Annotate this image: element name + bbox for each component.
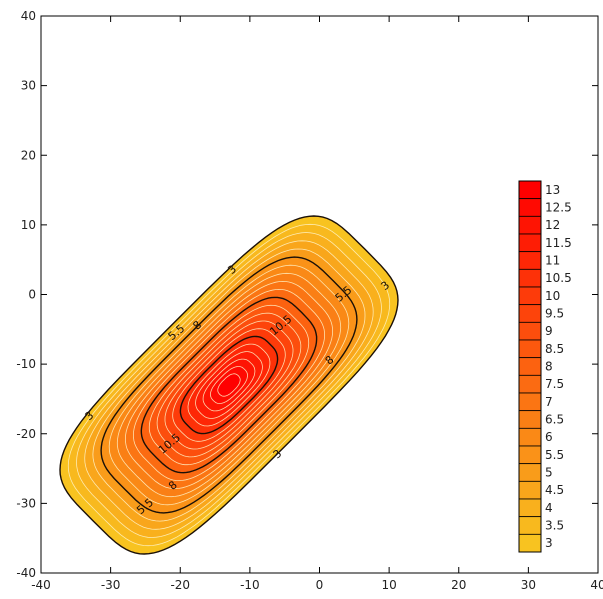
major-contour-5_5 (100, 256, 358, 514)
colorbar-label: 5.5 (545, 448, 564, 462)
colorbar-label: 9.5 (545, 307, 564, 321)
minor-contour-11_5 (195, 351, 263, 419)
x-axis: -40 -30 -20 -10 0 10 20 30 40 (31, 16, 603, 592)
colorbar-swatch (518, 374, 542, 394)
minor-contour-3_5 (67, 223, 391, 547)
colorbar-swatch (518, 427, 542, 447)
minor-contour-7_5 (132, 288, 326, 482)
x-tick-label: -40 (31, 578, 51, 592)
colorbar-label: 13 (545, 183, 560, 197)
minor-contour-5 (92, 248, 366, 522)
y-tick-label: -10 (16, 357, 36, 371)
x-tick-label: 30 (521, 578, 536, 592)
colorbar-swatch (518, 198, 542, 217)
colorbar-swatch (518, 286, 542, 306)
colorbar-label: 7.5 (545, 377, 564, 391)
colorbar-label: 8 (545, 360, 553, 374)
colorbar-label: 5 (545, 466, 553, 480)
minor-contour-4_5 (84, 240, 374, 530)
colorbar-label: 6.5 (545, 413, 564, 427)
contour-fill-peak (222, 378, 236, 392)
y-axis: -40 -30 -20 -10 0 10 20 30 40 (16, 9, 598, 580)
y-tick-label: -30 (16, 496, 36, 510)
colorbar-swatch (518, 215, 542, 235)
x-tick-label: 10 (381, 578, 396, 592)
minor-contour-9 (156, 312, 302, 458)
colorbar-frame (518, 180, 542, 553)
colorbar-label: 3.5 (545, 519, 564, 533)
colorbar-swatch (518, 268, 542, 288)
colorbar-label: 10 (545, 289, 560, 303)
x-tick-label: 20 (451, 578, 466, 592)
major-contour-3 (59, 215, 399, 555)
y-tick-label: -40 (16, 566, 36, 580)
colorbar-label: 10.5 (545, 271, 572, 285)
minor-contour-6 (108, 264, 350, 506)
colorbar-label: 12.5 (545, 201, 572, 215)
x-tick-label: -10 (240, 578, 260, 592)
minor-contour-11 (187, 343, 271, 427)
y-tick-label: 40 (21, 9, 36, 23)
colorbar-label: 11 (545, 254, 560, 268)
contour-fills (60, 216, 398, 554)
y-tick-label: 10 (21, 218, 36, 232)
colorbar-label: 4.5 (545, 483, 564, 497)
minor-contour-6_5 (116, 272, 342, 498)
colorbar-swatch (518, 480, 542, 500)
x-tick-label: 0 (316, 578, 324, 592)
y-tick-label: -20 (16, 427, 36, 441)
major-contour-8 (140, 296, 318, 474)
colorbar-label: 4 (545, 501, 553, 515)
minor-contour-12 (202, 358, 256, 412)
minor-contour-4 (76, 232, 382, 538)
colorbar-label: 9 (545, 324, 553, 338)
colorbar-swatch (518, 445, 542, 465)
minor-contour-13 (217, 373, 241, 397)
colorbar-swatch (518, 180, 542, 200)
x-tick-label: -30 (101, 578, 121, 592)
minor-contour-7 (124, 280, 334, 490)
contour-lines (59, 215, 399, 555)
colorbar-swatch (518, 392, 542, 412)
colorbar: 13 12.5 12 11.5 11 10.5 10 9.5 9 8.5 8 7.5 7 6.5 6 5.5 5… (518, 180, 572, 553)
colorbar-swatch (518, 233, 542, 253)
minor-contour-10 (172, 328, 286, 442)
y-tick-label: 30 (21, 79, 36, 93)
y-tick-label: 20 (21, 148, 36, 162)
colorbar-swatch (518, 321, 542, 341)
colorbar-label: 11.5 (545, 236, 572, 250)
major-contour-10_5 (179, 335, 279, 435)
x-tick-label: -20 (170, 578, 190, 592)
colorbar-swatch (518, 304, 542, 323)
colorbar-label: 7 (545, 395, 553, 409)
colorbar-swatch (518, 357, 542, 376)
colorbar-label: 8.5 (545, 342, 564, 356)
x-tick-label: 40 (590, 578, 603, 592)
colorbar-swatch (518, 516, 542, 535)
colorbar-swatch (518, 498, 542, 518)
colorbar-label: 6 (545, 430, 553, 444)
minor-contour-9_5 (164, 320, 294, 450)
colorbar-label: 12 (545, 218, 560, 232)
y-tick-label: 0 (28, 288, 36, 302)
colorbar-swatch (518, 463, 542, 482)
colorbar-swatch (518, 533, 542, 553)
colorbar-swatch (518, 410, 542, 429)
minor-contour-12_5 (210, 366, 248, 404)
colorbar-swatch (518, 251, 542, 270)
minor-contour-8_5 (148, 304, 310, 466)
colorbar-swatch (518, 339, 542, 359)
colorbar-label: 3 (545, 536, 553, 550)
